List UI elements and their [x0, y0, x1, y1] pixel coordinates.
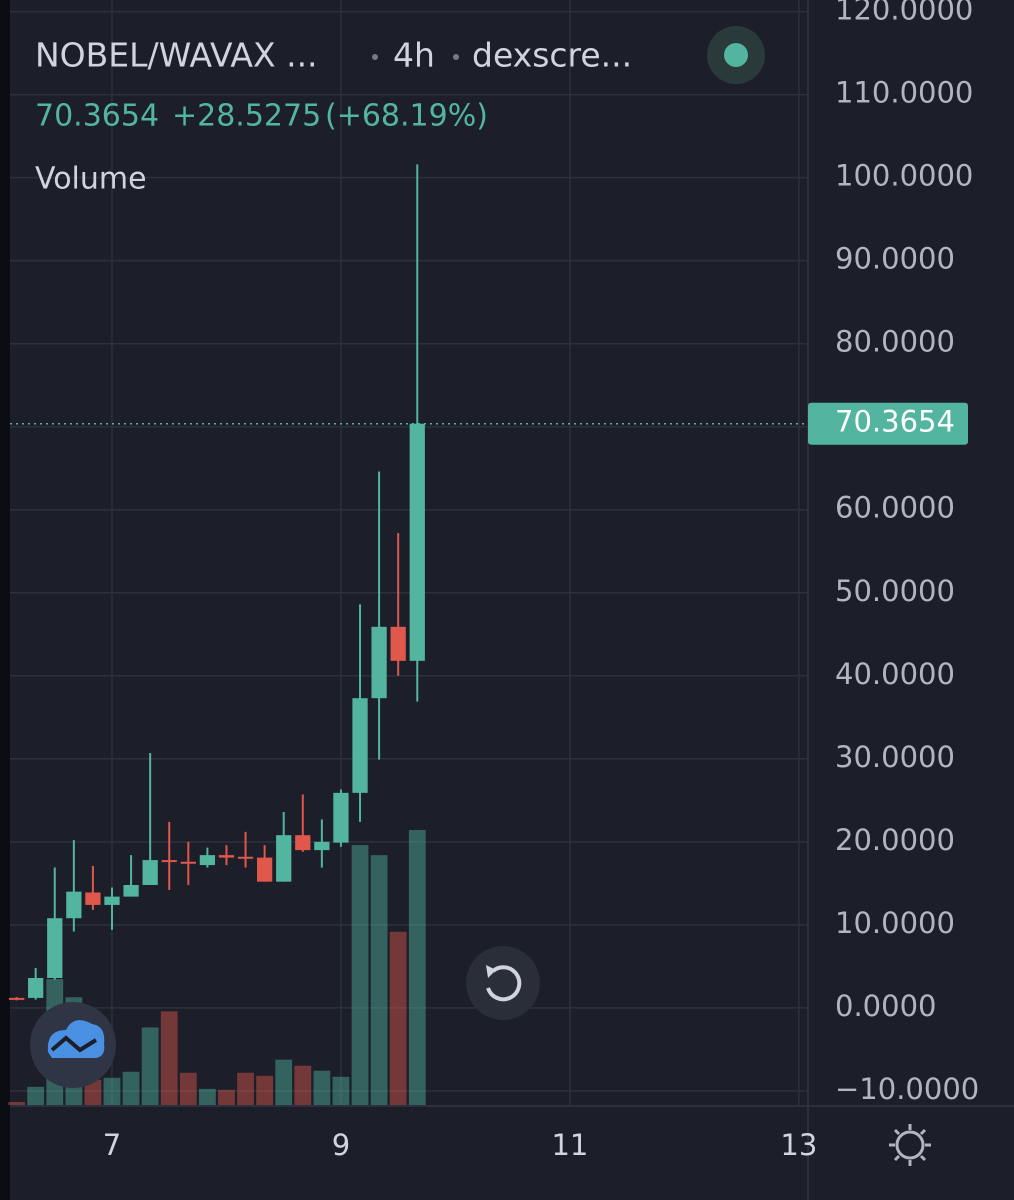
replay-arrow	[486, 965, 496, 978]
volume-bar	[141, 1027, 159, 1105]
y-tick-label: 60.0000	[835, 491, 955, 525]
volume-bar	[256, 1075, 274, 1105]
y-tick-label: 120.0000	[835, 0, 973, 27]
candle-body	[85, 892, 101, 905]
x-tick-label: 9	[332, 1128, 350, 1162]
candle-body	[123, 884, 139, 897]
candle-body	[218, 855, 235, 858]
status-dot	[724, 43, 748, 67]
y-tick-label: 20.0000	[835, 823, 955, 857]
candle-body	[352, 698, 368, 793]
candle-body	[180, 861, 196, 864]
volume-bar	[179, 1072, 197, 1105]
change: +28.5275	[172, 99, 321, 134]
settings-button[interactable]	[889, 1124, 931, 1166]
candle-body	[409, 423, 425, 661]
candle-body	[295, 835, 311, 851]
gear-icon[interactable]	[895, 1130, 925, 1160]
y-tick-label: 10.0000	[835, 906, 955, 940]
volume-bar	[351, 845, 369, 1105]
volume-bar	[103, 1077, 121, 1105]
volume-bar	[370, 855, 388, 1105]
logo-cloud	[47, 1020, 105, 1058]
volume-bar	[294, 1065, 312, 1105]
y-tick-label: 40.0000	[835, 657, 955, 691]
candle-body	[371, 626, 387, 699]
volume-bar	[275, 1059, 293, 1105]
volume-bar	[8, 1101, 25, 1105]
volume-bar	[332, 1076, 350, 1105]
x-tick-label: 7	[103, 1128, 121, 1162]
x-tick-label: 11	[551, 1128, 588, 1162]
separator	[453, 54, 459, 60]
candle-body	[161, 860, 177, 863]
volume-bar	[237, 1072, 254, 1105]
candle-body	[333, 792, 349, 843]
y-tick-label: 90.0000	[835, 242, 955, 276]
y-tick-label: −10.0000	[835, 1072, 979, 1106]
price-tag-label: 70.3654	[835, 405, 955, 439]
y-tick-label: 50.0000	[835, 574, 955, 608]
gear-teeth	[889, 1124, 931, 1166]
logo-line	[50, 1035, 98, 1053]
volume-bar	[122, 1071, 140, 1105]
source: dexscre...	[472, 36, 632, 75]
candle-body	[8, 997, 25, 1000]
y-tick-label: 100.0000	[835, 159, 973, 193]
y-tick-label: 30.0000	[835, 740, 955, 774]
interval: 4h	[393, 36, 435, 75]
candle-body	[237, 856, 254, 859]
volume-bar	[408, 830, 426, 1105]
volume-bar	[198, 1088, 216, 1105]
volume-bar	[313, 1070, 331, 1105]
volume-bar	[160, 1011, 178, 1105]
replay-bg[interactable]	[466, 946, 540, 1020]
candle-body	[256, 857, 273, 882]
last-price: 70.3654	[35, 99, 159, 134]
volume-title: Volume	[35, 162, 147, 197]
volume-bar	[27, 1086, 45, 1105]
y-tick-label: 0.0000	[835, 989, 936, 1023]
candle-body	[47, 918, 63, 978]
symbol: NOBEL/WAVAX ...	[35, 36, 318, 75]
candle-body	[276, 835, 292, 882]
change-pct: (+68.19%)	[325, 99, 488, 134]
separator	[372, 54, 378, 60]
candle-body	[314, 841, 330, 851]
replay-icon	[486, 965, 522, 1002]
replay-button[interactable]	[466, 946, 540, 1020]
candle-body	[104, 896, 120, 905]
volume-bar	[84, 1079, 102, 1105]
candle-body	[390, 626, 406, 661]
volume-bar	[218, 1089, 235, 1105]
candle-body	[199, 855, 216, 866]
candle-body	[142, 860, 158, 885]
price-tag	[808, 402, 968, 445]
candle-body	[66, 891, 82, 919]
logo-button[interactable]	[30, 1002, 116, 1088]
volume-bar	[389, 931, 407, 1105]
x-tick-label: 13	[780, 1128, 817, 1162]
candle-body	[28, 977, 44, 998]
y-tick-label: 80.0000	[835, 325, 955, 359]
y-tick-label: 110.0000	[835, 76, 973, 110]
left-edge	[0, 0, 10, 1200]
